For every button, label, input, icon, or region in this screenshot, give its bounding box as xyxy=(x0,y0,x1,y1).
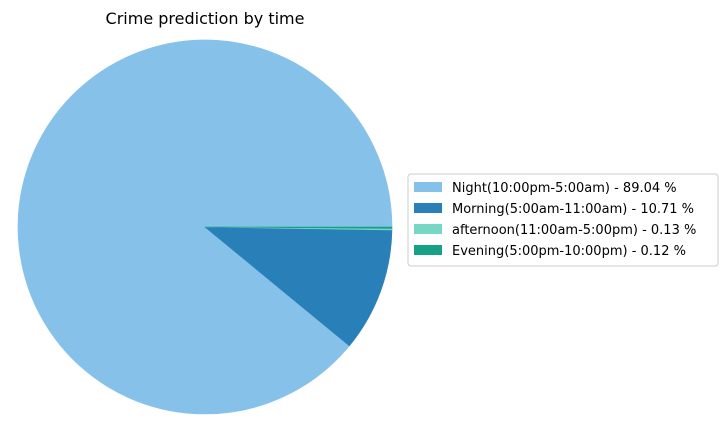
legend-swatch-3 xyxy=(414,224,442,234)
legend-frame xyxy=(407,173,719,267)
pie-slice-2 xyxy=(204,226,393,347)
legend-swatch-4 xyxy=(414,245,442,255)
legend-swatch-1 xyxy=(414,182,442,192)
legend-label-4: Evening(5:00pm-10:00pm) - 0.12 % xyxy=(452,244,686,259)
chart-title: Crime prediction by time xyxy=(106,9,305,28)
pie-slices xyxy=(17,39,393,415)
legend-label-3: afternoon(11:00am-5:00pm) - 0.13 % xyxy=(452,223,696,238)
legend-swatch-2 xyxy=(414,203,442,213)
legend-items: Night(10:00pm-5:00am) - 89.04 % Morning(5… xyxy=(414,181,696,259)
legend: Night(10:00pm-5:00am) - 89.04 % Morning(5… xyxy=(407,173,719,267)
legend-label-2: Morning(5:00am-11:00am) - 10.71 % xyxy=(452,202,694,217)
legend-label-1: Night(10:00pm-5:00am) - 89.04 % xyxy=(452,181,677,196)
pie-slice-4 xyxy=(204,226,393,229)
